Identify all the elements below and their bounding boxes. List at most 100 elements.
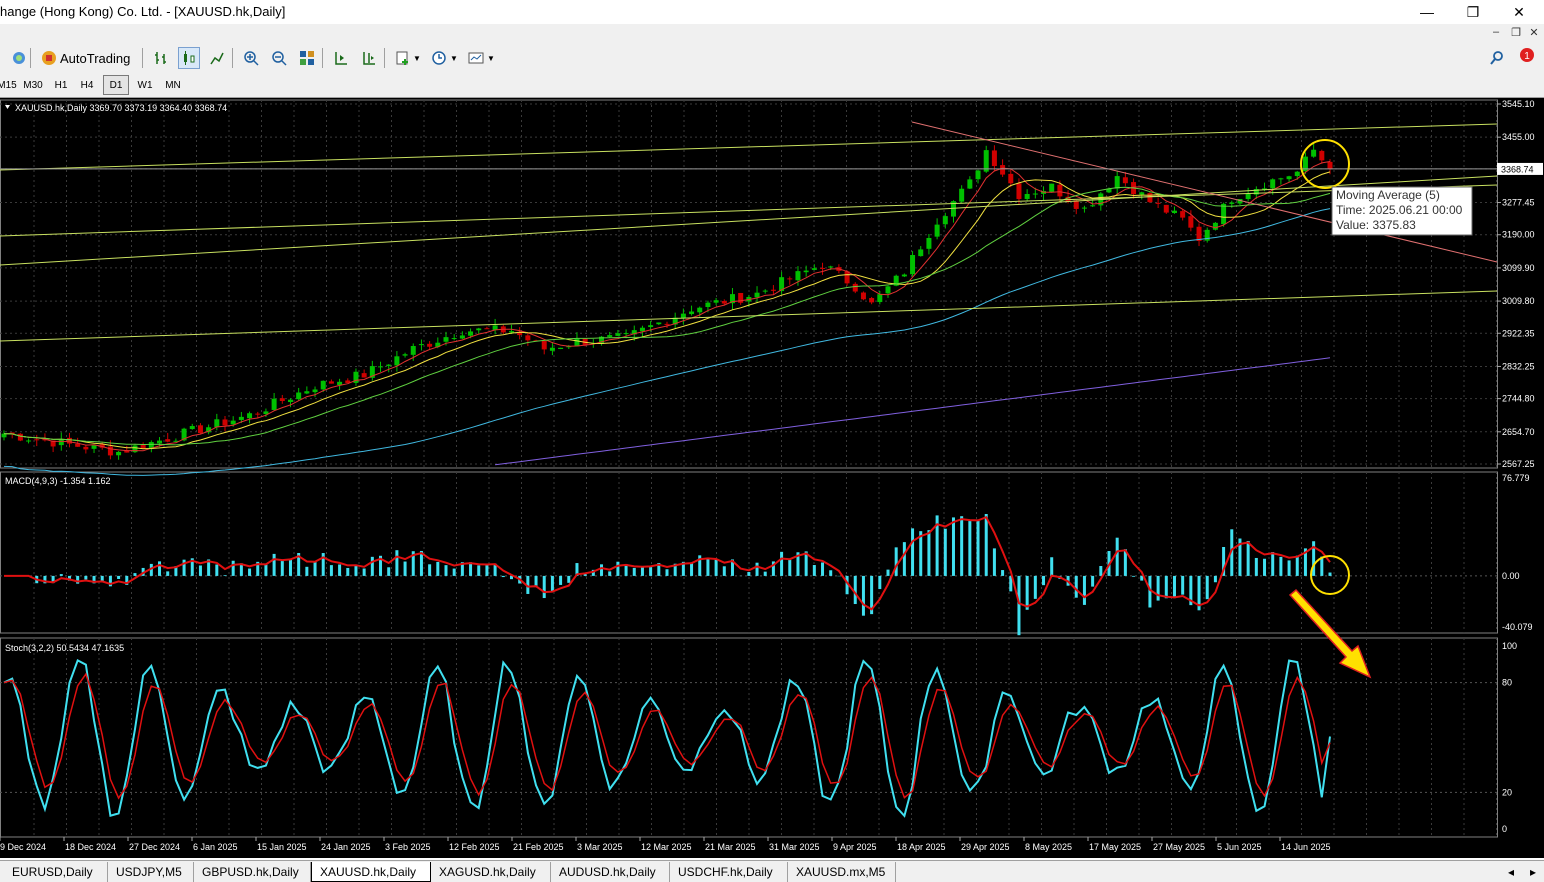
candle-body — [1196, 226, 1202, 241]
timeframe-d1-button[interactable]: D1 — [103, 75, 129, 95]
zoom-out-icon[interactable] — [268, 47, 290, 69]
macd-bar — [870, 575, 874, 615]
chart-tab[interactable]: XAUUSD.hk,Daily — [311, 862, 431, 882]
timeframe-h4-button[interactable]: H4 — [80, 79, 94, 91]
clock-icon[interactable] — [428, 47, 450, 69]
auto-scroll-icon[interactable] — [358, 47, 380, 69]
macd-bar — [182, 559, 186, 576]
channel-line-upper — [0, 123, 1498, 171]
chart-tab[interactable]: AUDUSD.hk,Daily — [551, 862, 670, 882]
macd-bar — [346, 567, 350, 576]
timeframe-h1-button[interactable]: H1 — [54, 79, 68, 91]
candle-body — [1212, 222, 1218, 230]
macd-bar — [911, 528, 915, 576]
search-icon[interactable] — [1486, 47, 1508, 69]
chart-tab[interactable]: USDCHF.hk,Daily — [670, 862, 788, 882]
templates-icon[interactable] — [465, 47, 487, 69]
candle-body — [525, 335, 531, 341]
chart-tab[interactable]: XAUUSD.mx,M5 — [788, 862, 896, 882]
macd-bar — [272, 553, 276, 576]
candle-body — [1000, 165, 1006, 175]
macd-bar — [821, 562, 825, 576]
clock-dropdown-icon[interactable]: ▼ — [450, 53, 458, 63]
macd-bar — [1082, 575, 1086, 605]
macd-bar — [198, 565, 202, 576]
macd-bar — [403, 561, 407, 576]
autotrading-label: AutoTrading — [60, 50, 131, 66]
candle-body — [181, 428, 187, 441]
signal-icon[interactable] — [8, 47, 30, 69]
macd-bar — [722, 566, 726, 576]
notification-icon[interactable]: 1 — [1514, 47, 1536, 69]
autotrading-button[interactable]: AutoTrading — [38, 47, 130, 69]
candle-body — [402, 354, 408, 356]
macd-bar — [1074, 575, 1078, 598]
candle-body — [345, 380, 351, 383]
close-button[interactable]: ✕ — [1513, 3, 1525, 20]
candle-body — [1139, 192, 1145, 195]
candle-body — [1008, 173, 1014, 184]
date-axis-label: 9 Dec 2024 — [0, 842, 46, 852]
candle-body — [762, 290, 768, 292]
new-order-icon[interactable] — [392, 47, 414, 69]
zoom-in-icon[interactable] — [240, 47, 262, 69]
stoch-axis-label: 20 — [1502, 787, 1512, 797]
macd-bar — [215, 564, 219, 576]
macd-bar — [591, 569, 595, 576]
macd-bar — [313, 561, 317, 576]
timeframe-m15-button[interactable]: M15 — [0, 79, 17, 91]
timeframe-mn-button[interactable]: MN — [165, 79, 181, 91]
candle-body — [287, 399, 293, 403]
chart-tab[interactable]: USDJPY,M5 — [108, 862, 194, 882]
macd-bar — [690, 562, 694, 576]
tile-windows-icon[interactable] — [296, 47, 318, 69]
candle-body — [222, 419, 228, 426]
price-axis-label: 3277.45 — [1502, 198, 1535, 208]
macd-bar — [174, 566, 178, 576]
candle-body — [1327, 161, 1333, 169]
tab-scroll-left-icon[interactable]: ◂ — [1508, 865, 1515, 879]
candle-body — [1114, 176, 1120, 189]
macd-axis-label: 76.779 — [1502, 473, 1530, 483]
candle-body — [34, 439, 40, 441]
ma-tooltip — [1331, 186, 1473, 236]
chart-tab[interactable]: EURUSD,Daily — [4, 862, 108, 882]
chart-tab[interactable]: GBPUSD.hk,Daily — [194, 862, 311, 882]
collapse-arrow-icon — [5, 105, 10, 109]
timeframe-w1-button[interactable]: W1 — [137, 79, 153, 91]
macd-bar — [1312, 541, 1316, 576]
date-axis-label: 21 Mar 2025 — [705, 842, 756, 852]
tooltip-line-1: Moving Average (5) — [1336, 188, 1440, 202]
candle-body — [189, 426, 195, 430]
macd-header: MACD(4,9,3) -1.354 1.162 — [5, 476, 111, 486]
candle-body — [435, 342, 441, 348]
candlestick-icon[interactable] — [178, 47, 200, 69]
macd-bar — [1172, 575, 1176, 599]
new-order-dropdown-icon[interactable]: ▼ — [413, 53, 421, 63]
chart-canvas[interactable]: 3545.10 3455.00 3277.45 3190.00 3099.90 3009.… — [0, 98, 1544, 858]
macd-bar — [305, 566, 309, 576]
price-axis-label: 2654.70 — [1502, 427, 1535, 437]
mdi-minimize-icon[interactable]: – — [1492, 26, 1500, 38]
macd-bar — [166, 571, 170, 576]
chart-tab[interactable]: XAGUSD.hk,Daily — [431, 862, 551, 882]
chart-window[interactable]: 3545.10 3455.00 3277.45 3190.00 3099.90 3009.… — [0, 98, 1544, 858]
templates-dropdown-icon[interactable]: ▼ — [487, 53, 495, 63]
restore-button[interactable]: ❐ — [1466, 3, 1480, 20]
macd-bar — [92, 575, 96, 584]
mdi-close-icon[interactable]: ✕ — [1529, 27, 1539, 39]
mdi-restore-icon[interactable]: ❐ — [1511, 27, 1521, 39]
line-chart-icon[interactable] — [206, 47, 228, 69]
candle-body — [361, 373, 367, 378]
tab-scroll-right-icon[interactable]: ▸ — [1530, 865, 1537, 879]
candle-body — [238, 416, 244, 420]
candle-body — [328, 381, 334, 384]
macd-bar — [1091, 575, 1095, 587]
bar-chart-icon[interactable] — [150, 47, 172, 69]
chart-shift-icon[interactable] — [330, 47, 352, 69]
macd-bar — [411, 551, 415, 576]
candle-body — [689, 311, 695, 315]
minimize-button[interactable]: — — [1420, 4, 1434, 20]
candle-body — [230, 420, 236, 425]
timeframe-m30-button[interactable]: M30 — [23, 79, 43, 91]
